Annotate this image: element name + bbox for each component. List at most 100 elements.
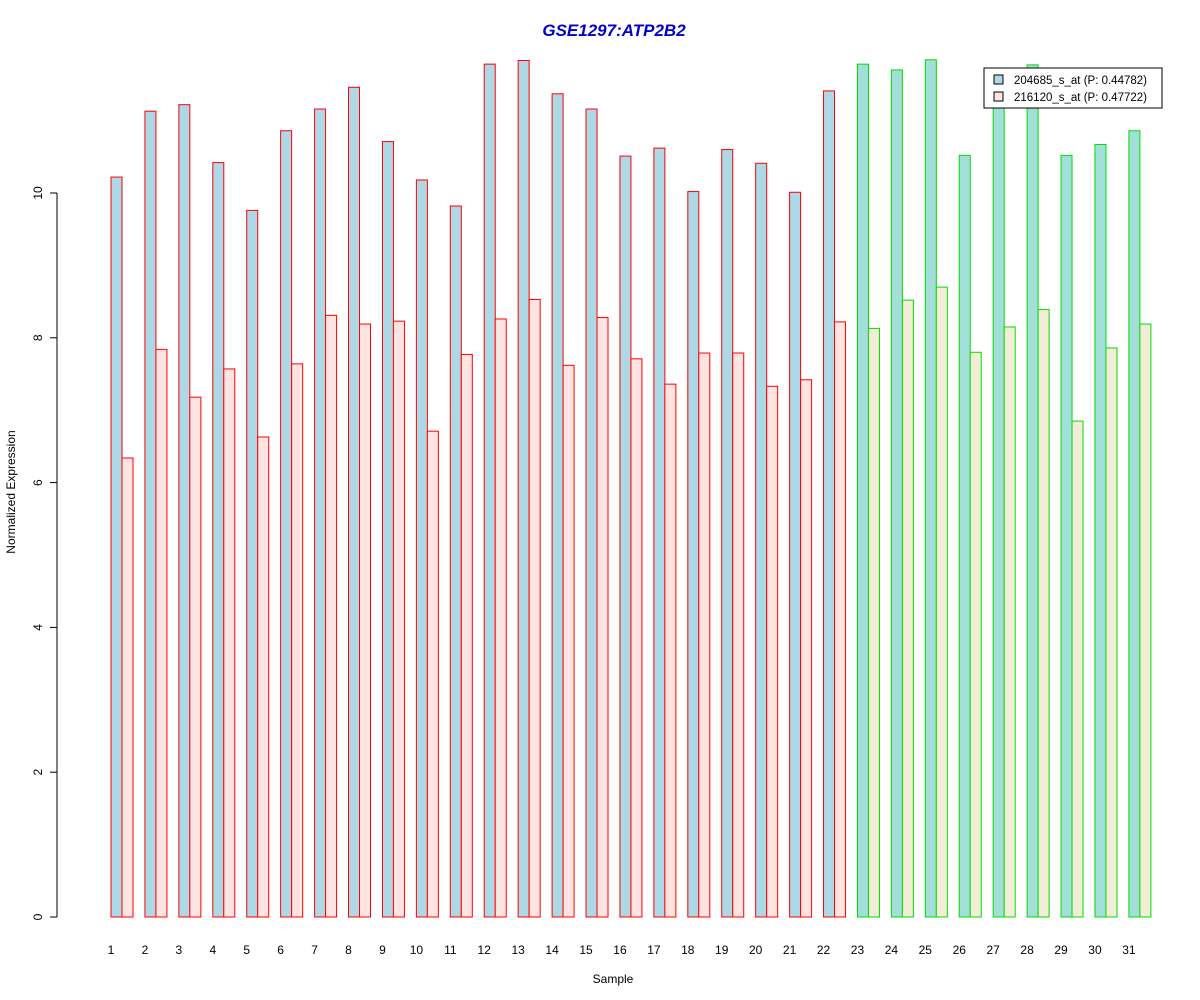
bars: [110, 59, 1152, 918]
x-tick-label: 2: [142, 943, 149, 957]
x-tick-label: 27: [987, 943, 1001, 957]
bar-series-1: [585, 108, 598, 918]
bar-series-2: [664, 383, 677, 918]
bar-series-2: [630, 358, 643, 918]
bar-series-2: [291, 363, 304, 918]
bar-series-2: [901, 299, 914, 918]
bar-series-2: [766, 385, 779, 918]
x-tick-label: 21: [783, 943, 797, 957]
x-tick-label: 17: [647, 943, 661, 957]
bar-series-2: [1037, 309, 1050, 918]
bar-series-2: [189, 396, 202, 918]
bar-series-1: [823, 90, 836, 918]
bar-series-2: [800, 379, 813, 918]
bar-series-2: [732, 352, 745, 918]
bar-series-2: [426, 430, 439, 918]
x-tick-label: 26: [953, 943, 967, 957]
bar-series-1: [653, 147, 666, 918]
bar-series-1: [890, 69, 903, 918]
bar-series-1: [348, 86, 361, 918]
bar-series-1: [924, 59, 937, 918]
y-tick-label: 10: [31, 186, 45, 200]
bar-series-1: [992, 105, 1005, 918]
x-axis-ticks: 1 2 3 4 5 6 7 8 9 10 11 12 13 14 15 16 17 18 19 20 21 22 23 24 2…: [108, 943, 1136, 957]
y-axis: 0 2 4 6 8 10: [31, 186, 58, 920]
x-tick-label: 19: [715, 943, 729, 957]
bar-series-2: [494, 318, 507, 918]
x-tick-label: 15: [579, 943, 593, 957]
y-tick-label: 0: [31, 913, 45, 920]
x-tick-label: 28: [1020, 943, 1034, 957]
x-tick-label: 29: [1054, 943, 1068, 957]
x-tick-label: 24: [885, 943, 899, 957]
x-tick-label: 14: [545, 943, 559, 957]
bar-series-1: [483, 63, 496, 918]
bar-series-1: [721, 149, 734, 918]
legend-label-series-2: 216120_s_at (P: 0.47722): [1014, 92, 1147, 104]
x-tick-label: 25: [919, 943, 933, 957]
bar-series-1: [1026, 64, 1039, 918]
y-axis-label: Normalized Expression: [4, 430, 18, 553]
bar-series-1: [144, 110, 157, 918]
bar-series-1: [958, 154, 971, 918]
bar-series-1: [1128, 130, 1141, 918]
x-tick-label: 18: [681, 943, 695, 957]
bar-series-1: [551, 93, 564, 918]
bar-series-2: [562, 364, 575, 918]
x-tick-label: 20: [749, 943, 763, 957]
legend-swatch-series-2: [993, 91, 1004, 102]
x-tick-label: 12: [478, 943, 492, 957]
bar-series-1: [449, 205, 462, 918]
bar-series-1: [110, 176, 123, 918]
bar-series-2: [460, 353, 473, 918]
bar-series-1: [212, 162, 225, 918]
bar-series-1: [856, 63, 869, 918]
bar-series-2: [1139, 323, 1152, 918]
legend-box: [983, 67, 1163, 109]
x-tick-label: 13: [511, 943, 525, 957]
bar-series-2: [1105, 347, 1118, 918]
x-axis-label: Sample: [593, 972, 634, 986]
bar-series-1: [619, 155, 632, 918]
x-tick-label: 10: [410, 943, 424, 957]
bar-series-1: [789, 191, 802, 918]
x-tick-label: 1: [108, 943, 115, 957]
bar-series-2: [325, 314, 338, 918]
bar-series-2: [969, 351, 982, 918]
bar-series-2: [392, 320, 405, 918]
y-tick-label: 4: [31, 624, 45, 631]
legend-swatch-series-1: [993, 74, 1004, 85]
x-tick-label: 5: [243, 943, 250, 957]
bar-series-1: [178, 104, 191, 918]
bar-series-1: [1060, 154, 1073, 918]
legend-label-series-1: 204685_s_at (P: 0.44782): [1014, 75, 1147, 87]
bar-series-2: [698, 352, 711, 918]
bar-series-1: [381, 141, 394, 918]
x-tick-label: 23: [851, 943, 865, 957]
bar-series-2: [121, 457, 134, 918]
bar-series-1: [517, 60, 530, 918]
x-tick-label: 9: [379, 943, 386, 957]
x-tick-label: 22: [817, 943, 831, 957]
y-tick-label: 8: [31, 334, 45, 341]
y-tick-label: 2: [31, 769, 45, 776]
bar-series-2: [935, 286, 948, 918]
bar-series-2: [834, 321, 847, 918]
bar-series-2: [528, 298, 541, 918]
x-tick-label: 31: [1122, 943, 1136, 957]
bar-series-1: [314, 108, 327, 918]
bar-series-2: [359, 323, 372, 918]
bar-series-1: [415, 179, 428, 918]
bar-series-1: [280, 130, 293, 918]
bar-series-1: [246, 209, 259, 918]
x-tick-label: 3: [176, 943, 183, 957]
bar-series-2: [257, 436, 270, 918]
y-tick-label: 6: [31, 479, 45, 486]
bar-series-1: [1094, 143, 1107, 918]
bar-series-1: [687, 191, 700, 918]
x-tick-label: 6: [277, 943, 284, 957]
x-tick-label: 11: [444, 943, 457, 957]
bar-series-2: [1071, 420, 1084, 918]
bar-series-2: [867, 327, 880, 918]
